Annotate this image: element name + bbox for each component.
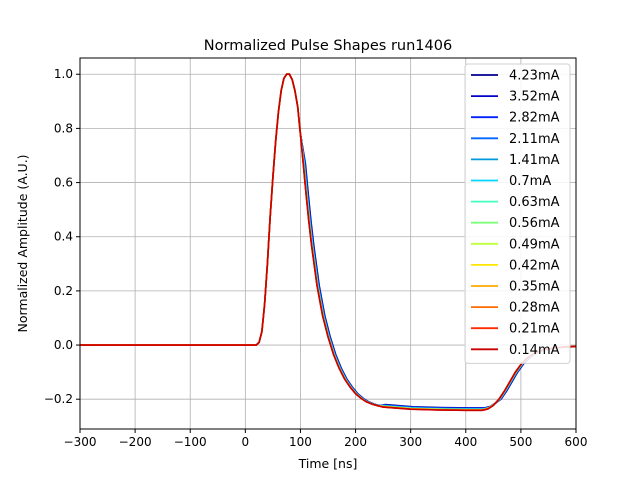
y-tick-label: 0.4 [54, 230, 73, 244]
x-tick-label: 300 [399, 435, 422, 449]
x-tick-label: 0 [242, 435, 250, 449]
y-axis-label: Normalized Amplitude (A.U.) [15, 154, 30, 332]
legend-label: 0.63mA [509, 195, 560, 210]
legend-label: 0.7mA [509, 174, 551, 189]
chart-title: Normalized Pulse Shapes run1406 [204, 38, 452, 54]
legend: 4.23mA 3.52mA 2.82mA 2.11mA 1.41mA 0.7mA 0.63m… [464, 63, 571, 364]
x-tick-label: 100 [289, 435, 312, 449]
legend-label: 3.52mA [509, 90, 560, 105]
x-axis: −300 −200 −100 0 100 200 300 400 500 600 [64, 429, 588, 449]
y-tick-label: 0.8 [54, 121, 73, 135]
x-tick-label: −100 [174, 435, 207, 449]
axes-frame [79, 57, 577, 430]
legend-label: 0.28mA [509, 301, 560, 316]
x-tick-label: −200 [119, 435, 152, 449]
y-tick-label: 0.6 [54, 176, 73, 190]
x-tick-label: 500 [509, 435, 532, 449]
legend-label: 0.56mA [509, 216, 560, 231]
x-tick-label: 200 [344, 435, 367, 449]
x-tick-label: 600 [565, 435, 588, 449]
legend-label: 0.49mA [509, 237, 560, 252]
legend-label: 2.11mA [509, 132, 560, 147]
x-tick-label: −300 [64, 435, 97, 449]
legend-label: 0.21mA [509, 322, 560, 337]
legend-label: 0.14mA [509, 343, 560, 358]
legend-label: 1.41mA [509, 153, 560, 168]
legend-label: 0.42mA [509, 258, 560, 273]
y-tick-label: −0.2 [44, 392, 73, 406]
y-tick-label: 0.2 [54, 284, 73, 298]
legend-label: 4.23mA [509, 69, 560, 84]
legend-label: 0.35mA [509, 280, 560, 295]
x-tick-label: 400 [454, 435, 477, 449]
legend-label: 2.82mA [509, 111, 560, 126]
legend-box [464, 63, 571, 364]
y-tick-label: 1.0 [54, 67, 73, 81]
y-tick-label: 0.0 [54, 338, 73, 352]
x-axis-label: Time [ns] [298, 456, 358, 471]
y-axis: −0.2 0.0 0.2 0.4 0.6 0.8 1.0 [44, 67, 80, 406]
